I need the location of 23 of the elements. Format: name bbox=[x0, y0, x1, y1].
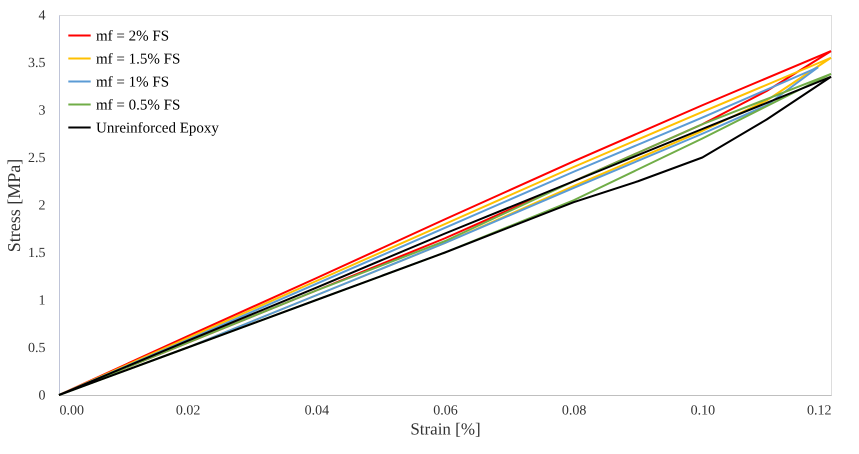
x-tick-label: 0.12 bbox=[807, 404, 832, 418]
y-tick-label: 3 bbox=[38, 104, 46, 118]
x-tick-label: 0.04 bbox=[304, 404, 330, 418]
y-tick-label: 1 bbox=[38, 294, 46, 308]
x-axis-title: Strain [%] bbox=[410, 420, 481, 438]
legend-label: mf = 1.5% FS bbox=[96, 52, 180, 68]
y-tick-label: 0.5 bbox=[28, 341, 46, 356]
y-tick-label: 3.5 bbox=[28, 56, 46, 71]
y-axis-title: Stress [MPa] bbox=[4, 158, 24, 252]
y-tick-label: 4 bbox=[38, 8, 46, 24]
x-tick-label: 0.00 bbox=[60, 404, 84, 418]
y-tick-label: 0 bbox=[38, 388, 46, 404]
x-tick-label: 0.02 bbox=[176, 404, 200, 418]
x-tick-label: 0.10 bbox=[690, 404, 716, 418]
legend-label: Unreinforced Epoxy bbox=[96, 120, 220, 136]
x-tick-label: 0.06 bbox=[433, 404, 458, 418]
legend-label: mf = 2% FS bbox=[96, 28, 170, 44]
y-tick-label: 1.5 bbox=[28, 246, 46, 261]
y-tick-label: 2.5 bbox=[28, 151, 46, 166]
legend-label: mf = 1% FS bbox=[96, 74, 170, 90]
x-tick-label: 0.08 bbox=[562, 404, 586, 418]
y-tick-label: 2 bbox=[38, 198, 46, 214]
legend-label: mf = 0.5% FS bbox=[96, 98, 180, 114]
